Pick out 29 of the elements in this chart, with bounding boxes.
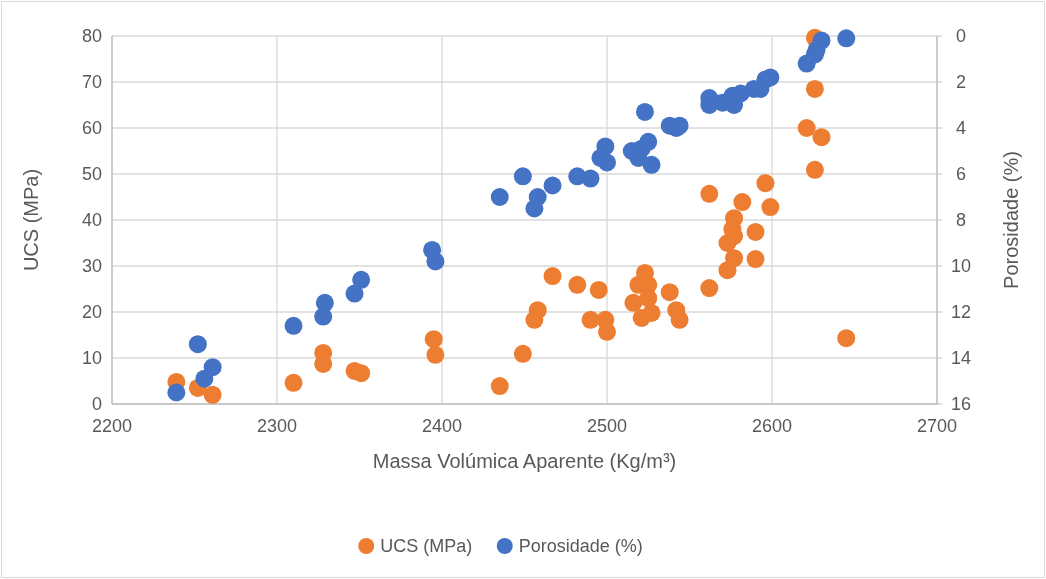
y2-tick-label: 0 <box>955 26 967 47</box>
y2-tick-label: 6 <box>955 164 967 185</box>
y-tick-label: 20 <box>81 302 102 323</box>
x-tick-label: 2700 <box>916 416 958 436</box>
y-tick-label: 40 <box>81 210 102 231</box>
x-tick-label: 2300 <box>256 416 298 436</box>
y2-axis-title: Porosidade (%) <box>1000 151 1022 289</box>
legend-label: UCS (MPa) <box>380 536 473 557</box>
y-tick-label: 0 <box>91 394 102 415</box>
y-axis-title: UCS (MPa) <box>20 168 42 272</box>
y-tick-label: 60 <box>81 118 102 139</box>
x-axis-title: Massa Volúmica Aparente (Kg/m³) <box>372 450 677 472</box>
y-tick-label: 80 <box>81 26 102 47</box>
y2-tick-label: 4 <box>955 118 967 139</box>
y2-tick-label: 16 <box>950 394 972 415</box>
y2-tick-label: 2 <box>955 72 967 93</box>
legend-label: Porosidade (%) <box>518 536 643 557</box>
x-tick-label: 2600 <box>751 416 793 436</box>
y-tick-label: 70 <box>81 72 102 93</box>
x-tick-label: 2200 <box>91 416 133 436</box>
y-tick-label: 50 <box>81 164 102 185</box>
y-tick-label: 10 <box>81 348 102 369</box>
x-tick-label: 2500 <box>586 416 628 436</box>
y2-tick-label: 12 <box>950 302 972 323</box>
x-tick-label: 2400 <box>421 416 463 436</box>
y2-tick-label: 8 <box>955 210 967 231</box>
y2-tick-label: 10 <box>950 256 972 277</box>
y-tick-label: 30 <box>81 256 102 277</box>
y2-tick-label: 14 <box>950 348 972 369</box>
